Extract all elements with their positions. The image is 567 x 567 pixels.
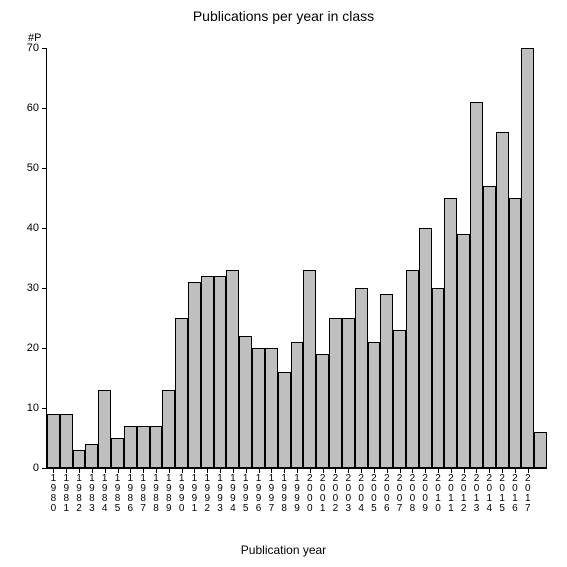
x-tick-label: 1 9 9 1 bbox=[190, 474, 198, 514]
x-tick-label: 2 0 0 7 bbox=[396, 474, 404, 514]
x-tick-label: 1 9 8 3 bbox=[88, 474, 96, 514]
x-tick-label: 2 0 0 3 bbox=[344, 474, 352, 514]
bar bbox=[201, 276, 214, 468]
x-tick-label: 2 0 0 2 bbox=[331, 474, 339, 514]
y-tick-label: 20 bbox=[27, 342, 39, 354]
bar bbox=[278, 372, 291, 468]
x-tick-label: 2 0 1 3 bbox=[472, 474, 480, 514]
x-tick-label: 1 9 9 2 bbox=[203, 474, 211, 514]
x-tick-label: 1 9 8 9 bbox=[165, 474, 173, 514]
bar bbox=[470, 102, 483, 468]
bar bbox=[419, 228, 432, 468]
x-tick-label: 2 0 0 1 bbox=[319, 474, 327, 514]
x-tick-label: 2 0 0 0 bbox=[306, 474, 314, 514]
x-tick-label: 2 0 0 5 bbox=[370, 474, 378, 514]
bar bbox=[355, 288, 368, 468]
bar bbox=[329, 318, 342, 468]
x-tick-label: 1 9 8 1 bbox=[62, 474, 70, 514]
bar bbox=[124, 426, 137, 468]
y-tick bbox=[42, 168, 47, 169]
bar bbox=[214, 276, 227, 468]
x-tick-label: 1 9 8 6 bbox=[126, 474, 134, 514]
bar bbox=[73, 450, 86, 468]
bar bbox=[291, 342, 304, 468]
bar bbox=[444, 198, 457, 468]
bar bbox=[521, 48, 534, 468]
x-tick-label: 1 9 9 6 bbox=[255, 474, 263, 514]
x-tick-label: 1 9 9 0 bbox=[178, 474, 186, 514]
y-tick-label: 40 bbox=[27, 222, 39, 234]
bar bbox=[150, 426, 163, 468]
bar bbox=[239, 336, 252, 468]
y-tick-label: 0 bbox=[33, 462, 39, 474]
x-tick-label: 2 0 1 1 bbox=[447, 474, 455, 514]
bar bbox=[316, 354, 329, 468]
x-tick-label: 1 9 9 3 bbox=[216, 474, 224, 514]
x-tick-label: 1 9 8 0 bbox=[49, 474, 57, 514]
bar bbox=[226, 270, 239, 468]
x-tick-label: 2 0 0 4 bbox=[357, 474, 365, 514]
x-tick-label: 2 0 1 6 bbox=[511, 474, 519, 514]
bar bbox=[265, 348, 278, 468]
y-tick-label: 50 bbox=[27, 162, 39, 174]
y-tick-label: 70 bbox=[27, 42, 39, 54]
plot-area: 0102030405060701 9 8 01 9 8 11 9 8 21 9 … bbox=[46, 48, 547, 469]
bar bbox=[60, 414, 73, 468]
y-tick bbox=[42, 108, 47, 109]
bar bbox=[509, 198, 522, 468]
x-tick-label: 2 0 1 4 bbox=[485, 474, 493, 514]
x-tick-label: 2 0 1 0 bbox=[434, 474, 442, 514]
bar bbox=[162, 390, 175, 468]
x-tick-label: 1 9 8 4 bbox=[101, 474, 109, 514]
bar bbox=[98, 390, 111, 468]
x-tick-label: 2 0 1 5 bbox=[498, 474, 506, 514]
bar bbox=[111, 438, 124, 468]
x-tick-label: 1 9 9 9 bbox=[293, 474, 301, 514]
bar bbox=[483, 186, 496, 468]
x-tick-label: 1 9 8 8 bbox=[152, 474, 160, 514]
y-tick-label: 30 bbox=[27, 282, 39, 294]
bar bbox=[342, 318, 355, 468]
y-tick-label: 10 bbox=[27, 402, 39, 414]
y-tick bbox=[42, 408, 47, 409]
x-axis-title: Publication year bbox=[0, 543, 567, 557]
x-tick-label: 2 0 1 2 bbox=[460, 474, 468, 514]
x-tick-label: 1 9 9 8 bbox=[280, 474, 288, 514]
bar bbox=[380, 294, 393, 468]
bar bbox=[432, 288, 445, 468]
x-tick-label: 1 9 8 7 bbox=[139, 474, 147, 514]
y-tick bbox=[42, 228, 47, 229]
bar bbox=[496, 132, 509, 468]
x-tick-label: 2 0 0 6 bbox=[383, 474, 391, 514]
x-tick-label: 1 9 9 7 bbox=[267, 474, 275, 514]
y-tick-label: 60 bbox=[27, 102, 39, 114]
bar bbox=[368, 342, 381, 468]
y-tick bbox=[42, 48, 47, 49]
x-tick-label: 1 9 8 2 bbox=[75, 474, 83, 514]
x-tick-label: 1 9 9 5 bbox=[242, 474, 250, 514]
x-tick-label: 1 9 9 4 bbox=[229, 474, 237, 514]
bar bbox=[137, 426, 150, 468]
bar bbox=[175, 318, 188, 468]
bar bbox=[188, 282, 201, 468]
x-tick-label: 2 0 1 7 bbox=[524, 474, 532, 514]
bar bbox=[457, 234, 470, 468]
y-tick bbox=[42, 468, 47, 469]
y-tick bbox=[42, 288, 47, 289]
x-tick-label: 1 9 8 5 bbox=[114, 474, 122, 514]
chart-container: Publications per year in class #P 010203… bbox=[0, 0, 567, 567]
bar bbox=[393, 330, 406, 468]
bar bbox=[406, 270, 419, 468]
chart-title: Publications per year in class bbox=[0, 8, 567, 24]
bar bbox=[47, 414, 60, 468]
bar bbox=[85, 444, 98, 468]
x-tick-label: 2 0 0 9 bbox=[421, 474, 429, 514]
bar bbox=[303, 270, 316, 468]
bar bbox=[252, 348, 265, 468]
bar bbox=[534, 432, 547, 468]
x-tick-label: 2 0 0 8 bbox=[408, 474, 416, 514]
y-tick bbox=[42, 348, 47, 349]
